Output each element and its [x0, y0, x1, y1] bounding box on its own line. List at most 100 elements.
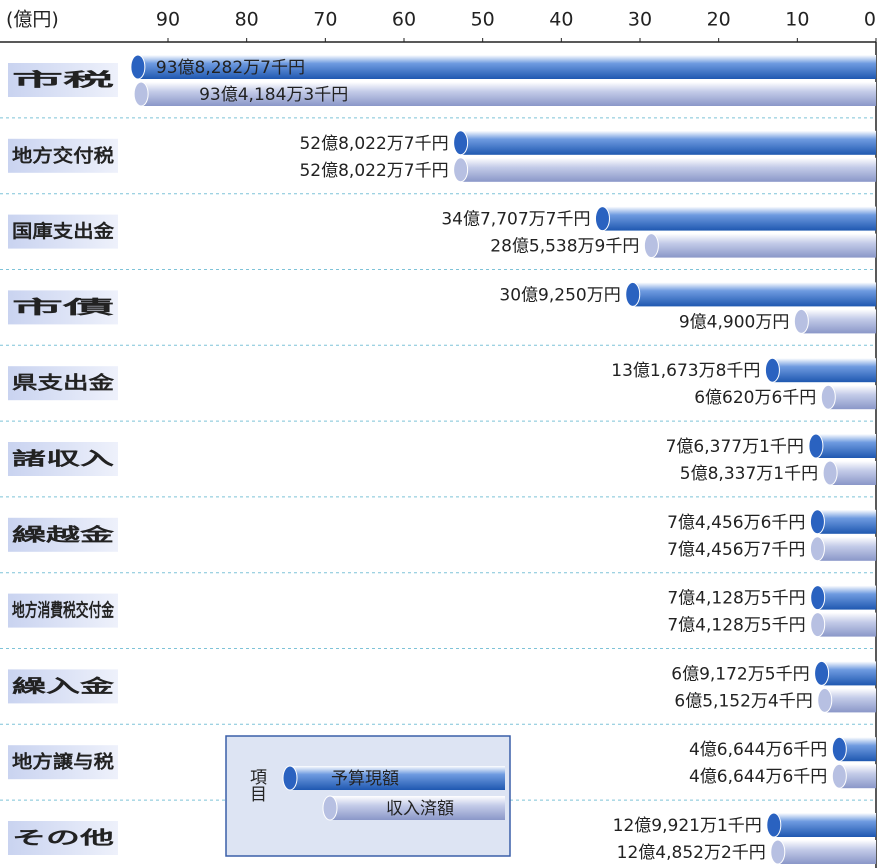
bar-cap: [594, 206, 610, 232]
bar-cap: [817, 687, 833, 713]
value-label: 4億6,644万6千円: [689, 740, 827, 760]
category-box: [8, 290, 118, 325]
bar-cap: [766, 812, 782, 838]
value-label: 6億620万6千円: [694, 388, 816, 408]
bar-cap: [793, 308, 809, 334]
value-label: 93億8,282万7千円: [156, 58, 305, 78]
bar: [137, 55, 876, 79]
value-label: 7億4,456万7千円: [667, 540, 805, 560]
bar: [830, 461, 876, 485]
value-label: 7億6,377万1千円: [666, 437, 804, 457]
x-tick-label: 80: [235, 9, 259, 31]
value-label: 7億4,456万6千円: [667, 513, 805, 533]
bar: [817, 536, 876, 561]
bar: [777, 840, 876, 864]
x-tick-label: 20: [707, 9, 731, 31]
legend-cap: [282, 765, 298, 791]
x-tick-label: 0: [864, 9, 876, 31]
category-box: [8, 63, 118, 97]
value-label: 6億9,172万5千円: [671, 664, 809, 684]
legend-label: 予算現額: [331, 769, 399, 789]
value-label: 12億9,921万1千円: [613, 816, 762, 836]
legend-swatch: [330, 796, 505, 820]
category-box: [8, 669, 118, 704]
value-label: 28億5,538万9千円: [490, 237, 639, 257]
x-tick-label: 30: [628, 9, 652, 31]
bar-cap: [831, 736, 847, 762]
bar: [651, 233, 876, 258]
x-tick-label: 70: [313, 9, 337, 31]
axis-label: (億円): [6, 9, 59, 31]
category-box: [8, 593, 118, 628]
bar-cap: [810, 585, 826, 611]
legend-title: 項目: [246, 768, 267, 802]
value-label: 34億7,707万7千円: [441, 210, 590, 230]
bar: [828, 385, 876, 410]
bar: [602, 206, 876, 231]
bar-cap: [133, 81, 149, 107]
bar-cap: [809, 509, 825, 535]
category-box: [8, 745, 118, 780]
bar-cap: [764, 357, 780, 383]
category-label: 繰入金: [12, 675, 116, 697]
bar-cap: [643, 233, 659, 259]
category-label: 国庫支出金: [12, 221, 115, 243]
category-label: 地方譲与税: [12, 751, 114, 773]
category-label: 諸収入: [12, 448, 114, 470]
bar: [460, 157, 876, 182]
value-label: 30億9,250万円: [499, 285, 620, 305]
category-box: [8, 366, 118, 401]
category-label: その他: [12, 827, 114, 849]
bar-cap: [808, 433, 824, 459]
value-label: 52億8,022万7千円: [299, 134, 448, 154]
value-label: 6億5,152万4千円: [674, 691, 812, 711]
bar-cap: [809, 536, 825, 562]
bar: [817, 509, 876, 534]
category-label: 市税: [12, 69, 114, 91]
bar: [817, 612, 876, 637]
category-box: [8, 214, 118, 249]
category-label: 地方交付税: [12, 145, 114, 167]
value-label: 4億6,644万6千円: [689, 767, 827, 787]
bar: [821, 661, 876, 686]
bar: [817, 585, 876, 610]
bar: [773, 813, 876, 837]
bar-cap: [810, 612, 826, 638]
bar: [824, 688, 876, 713]
bar-cap: [130, 54, 146, 80]
bar: [460, 130, 876, 155]
bar: [141, 82, 877, 106]
bar-cap: [770, 839, 786, 865]
legend-label: 収入済額: [386, 799, 454, 819]
value-label: 93億4,184万3千円: [199, 85, 348, 105]
x-tick-label: 90: [156, 9, 180, 31]
category-label: 地方消費税交付金: [12, 600, 115, 622]
x-tick-label: 50: [471, 9, 495, 31]
bar-cap: [820, 384, 836, 410]
bar-cap: [814, 660, 830, 686]
x-tick-label: 60: [392, 9, 416, 31]
bar-cap: [625, 281, 641, 307]
bar: [815, 434, 876, 458]
legend-cap: [322, 795, 338, 821]
category-label: 繰越金: [12, 524, 116, 546]
value-label: 7億4,128万5千円: [667, 589, 805, 609]
x-tick-label: 40: [549, 9, 573, 31]
value-label: 52億8,022万7千円: [299, 161, 448, 181]
bar: [772, 358, 876, 383]
category-box: [8, 517, 118, 552]
value-label: 7億4,128万5千円: [667, 616, 805, 636]
category-box: [8, 442, 118, 476]
bar-cap: [453, 130, 469, 156]
bar: [801, 309, 876, 334]
bar: [632, 282, 876, 307]
category-label: 市債: [12, 296, 114, 318]
value-label: 12億4,852万2千円: [617, 843, 766, 863]
value-label: 9億4,900万円: [679, 312, 789, 332]
bar-cap: [822, 460, 838, 486]
category-box: [8, 138, 118, 173]
bar-cap: [453, 157, 469, 183]
bar-cap: [831, 763, 847, 789]
